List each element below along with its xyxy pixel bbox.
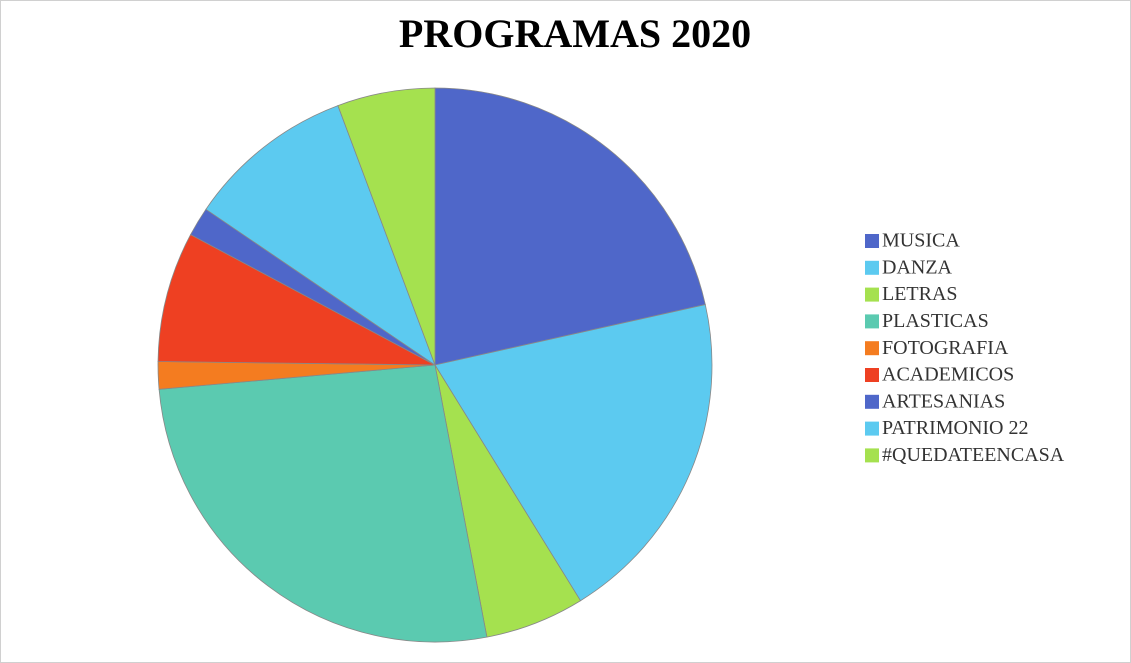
pie-slice	[337, 87, 436, 366]
pie-slice	[434, 304, 713, 602]
legend-swatch	[865, 314, 879, 329]
legend-swatch	[865, 234, 879, 248]
pie-slice	[157, 234, 436, 366]
legend-swatch	[865, 260, 879, 275]
legend-label: LETRAS	[882, 283, 958, 305]
legend-swatch	[865, 421, 879, 436]
pie-slice	[158, 364, 488, 643]
legend-label: ARTESANIAS	[882, 390, 1005, 412]
legend-swatch	[865, 448, 879, 463]
legend-label: ACADEMICOS	[882, 364, 1014, 386]
chart-title: PROGRAMAS 2020	[399, 11, 751, 56]
pie-slice	[205, 105, 436, 367]
legend-label: MUSICA	[882, 230, 960, 252]
legend-swatch	[865, 368, 879, 382]
legend-swatch	[865, 394, 879, 409]
legend-label: PLASTICAS	[882, 310, 989, 332]
legend-label: DANZA	[882, 256, 953, 278]
legend-label: PATRIMONIO 22	[882, 417, 1029, 439]
legend-swatch	[865, 341, 879, 356]
legend-label: FOTOGRAFIA	[882, 337, 1009, 359]
legend-swatch	[865, 287, 879, 302]
legend-label: #QUEDATEENCASA	[882, 444, 1065, 466]
pie-slice	[434, 87, 706, 366]
